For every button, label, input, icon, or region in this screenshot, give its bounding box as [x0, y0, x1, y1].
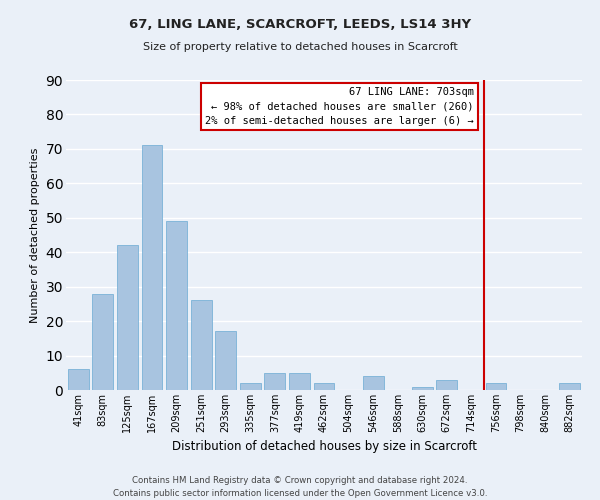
Bar [117, 246, 138, 390]
Bar [240, 383, 261, 390]
X-axis label: Distribution of detached houses by size in Scarcroft: Distribution of detached houses by size … [172, 440, 476, 454]
Bar [362, 376, 383, 390]
Bar [559, 383, 580, 390]
Bar [265, 373, 286, 390]
Bar [191, 300, 212, 390]
Y-axis label: Number of detached properties: Number of detached properties [30, 148, 40, 322]
Text: 67 LING LANE: 703sqm
← 98% of detached houses are smaller (260)
2% of semi-detac: 67 LING LANE: 703sqm ← 98% of detached h… [205, 87, 474, 126]
Text: Contains HM Land Registry data © Crown copyright and database right 2024.
Contai: Contains HM Land Registry data © Crown c… [113, 476, 487, 498]
Bar [314, 383, 334, 390]
Bar [412, 386, 433, 390]
Text: Size of property relative to detached houses in Scarcroft: Size of property relative to detached ho… [143, 42, 457, 52]
Bar [436, 380, 457, 390]
Bar [166, 221, 187, 390]
Bar [68, 370, 89, 390]
Text: 67, LING LANE, SCARCROFT, LEEDS, LS14 3HY: 67, LING LANE, SCARCROFT, LEEDS, LS14 3H… [129, 18, 471, 30]
Bar [215, 332, 236, 390]
Bar [142, 146, 163, 390]
Bar [485, 383, 506, 390]
Bar [289, 373, 310, 390]
Bar [92, 294, 113, 390]
